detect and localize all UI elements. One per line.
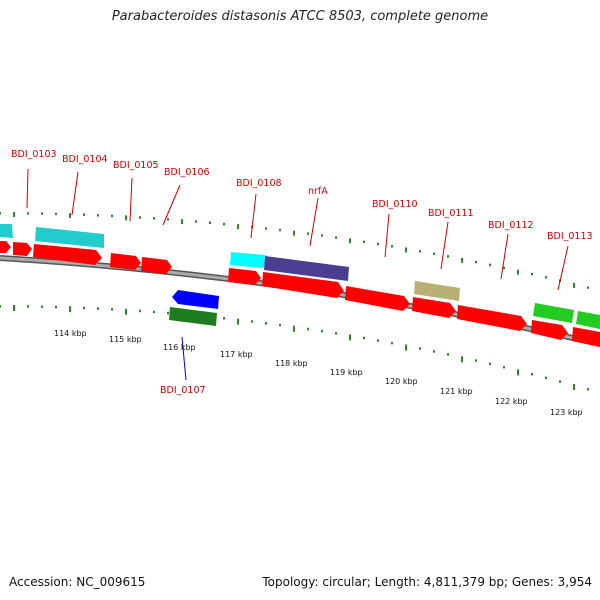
- gene-label-bdi-0113[interactable]: BDI_0113: [547, 231, 593, 242]
- leader-line: [440, 221, 449, 270]
- gene-label-bdi-0107[interactable]: BDI_0107: [160, 385, 206, 396]
- leader-line: [129, 177, 133, 222]
- cog-box-bdi-0111[interactable]: [414, 281, 460, 301]
- cog-box-bdi-0103[interactable]: [0, 224, 13, 238]
- map-title: Parabacteroides distasonis ATCC 8503, co…: [111, 9, 489, 24]
- cog-box-bdi-0113[interactable]: [533, 303, 574, 323]
- scale-label: 114 kbp: [54, 329, 87, 338]
- kbp-scale-layer: 114 kbp 115 kbp 116 kbp 117 kbp 118 kbp 119 k…: [54, 329, 583, 417]
- cog-box-bdi-0104[interactable]: [35, 227, 104, 248]
- upper-tick-track: [0, 212, 589, 289]
- cog-box-next[interactable]: [576, 311, 600, 329]
- genome-stats-text: Topology: circular; Length: 4,811,379 bp…: [262, 575, 592, 589]
- leader-line: [557, 245, 569, 291]
- scale-label: 116 kbp: [163, 343, 196, 352]
- cds-arrow-bdi-0104[interactable]: [33, 244, 102, 265]
- cds-arrow-bdi-0112[interactable]: [457, 305, 527, 331]
- lower-tick-track: [0, 305, 589, 391]
- cds-arrow-bdi-0113[interactable]: [531, 320, 568, 340]
- gene-label-bdi-0112[interactable]: BDI_0112: [488, 220, 534, 231]
- cds-arrow-bdi-0111[interactable]: [412, 297, 456, 318]
- gene-label-bdi-0108[interactable]: BDI_0108: [236, 178, 282, 189]
- scale-label: 118 kbp: [275, 359, 308, 368]
- gene-label-nrfa[interactable]: nrfA: [308, 186, 328, 197]
- cds-arrow-bdi-0106[interactable]: [141, 257, 172, 274]
- leader-line: [384, 213, 390, 258]
- gene-label-bdi-0111[interactable]: BDI_0111: [428, 208, 474, 219]
- cds-arrow-bdi-0105[interactable]: [110, 253, 141, 270]
- cds-arrow-bdi-0103b[interactable]: [13, 242, 32, 256]
- gene-label-bdi-0104[interactable]: BDI_0104: [62, 154, 108, 165]
- cds-arrow-bdi-0107[interactable]: [172, 290, 219, 309]
- gene-label-bdi-0106[interactable]: BDI_0106: [164, 167, 210, 178]
- cds-arrow-bdi-0108[interactable]: [228, 268, 261, 285]
- cog-box-bdi-0108[interactable]: [230, 252, 265, 268]
- cds-arrow-bdi-0103a[interactable]: [0, 241, 11, 253]
- gene-label-bdi-0110[interactable]: BDI_0110: [372, 199, 418, 210]
- leader-line: [250, 193, 257, 239]
- cog-box-bdi-0107[interactable]: [169, 307, 217, 326]
- cds-arrow-next[interactable]: [572, 327, 600, 347]
- scale-label: 120 kbp: [385, 377, 418, 386]
- leader-line: [26, 168, 29, 209]
- leader-line: [162, 184, 181, 226]
- leader-line: [181, 336, 187, 381]
- cds-arrow-bdi-0110[interactable]: [345, 286, 410, 311]
- accession-text: Accession: NC_009615: [9, 575, 146, 589]
- scale-label: 117 kbp: [220, 350, 253, 359]
- cds-arrow-nrfa[interactable]: [262, 272, 344, 298]
- gene-label-bdi-0105[interactable]: BDI_0105: [113, 160, 159, 171]
- scale-label: 119 kbp: [330, 368, 363, 377]
- gene-label-bdi-0103[interactable]: BDI_0103: [11, 149, 57, 160]
- scale-label: 121 kbp: [440, 387, 473, 396]
- leader-line: [309, 197, 319, 247]
- scale-label: 115 kbp: [109, 335, 142, 344]
- cds-row-forward: [0, 241, 600, 347]
- leader-line: [71, 171, 79, 216]
- scale-label: 122 kbp: [495, 397, 528, 406]
- leader-line: [500, 233, 509, 280]
- cog-row-upper: [0, 224, 600, 329]
- scale-label: 123 kbp: [550, 408, 583, 417]
- cds-row-reverse: [169, 290, 219, 326]
- gene-label-layer: BDI_0103 BDI_0104 BDI_0105 BDI_0106 BDI_0108…: [11, 149, 593, 396]
- cog-box-nrfa[interactable]: [264, 256, 349, 281]
